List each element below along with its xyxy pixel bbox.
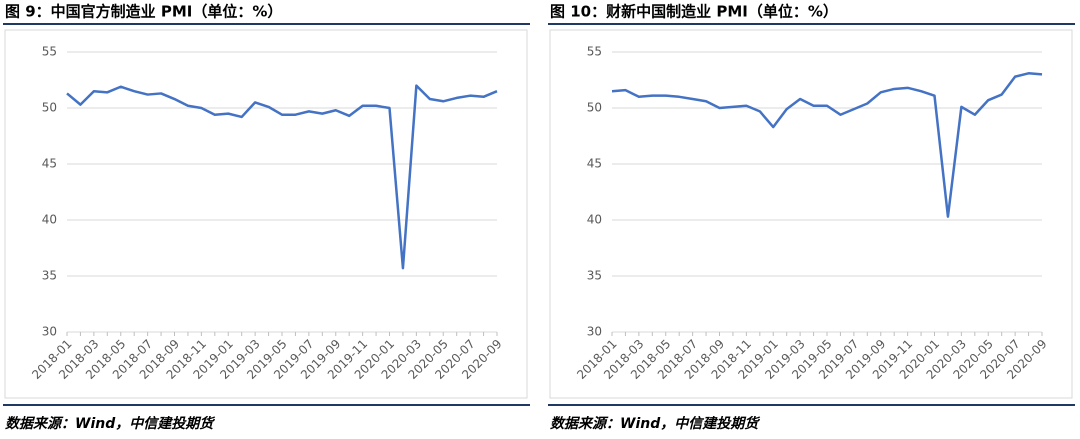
y-tick-label: 45 [42, 157, 57, 171]
y-tick-label: 40 [42, 213, 57, 227]
source: 数据来源：Wind，中信建投期货 [5, 415, 215, 432]
y-tick-label: 55 [587, 45, 602, 59]
chart-frame [549, 29, 1073, 399]
y-tick-label: 50 [42, 101, 57, 115]
y-tick-label: 50 [587, 101, 602, 115]
source: 数据来源：Wind，中信建投期货 [550, 415, 760, 432]
chart-frame [4, 29, 528, 399]
y-tick-label: 35 [42, 269, 57, 283]
y-tick-label: 55 [42, 45, 57, 59]
chart-title: 图 9：中国官方制造业 PMI（单位：%） [5, 3, 282, 21]
y-tick-label: 40 [587, 213, 602, 227]
line-series [66, 84, 498, 270]
line-series [611, 72, 1043, 218]
y-tick-label: 30 [42, 325, 57, 339]
y-tick-label: 35 [587, 269, 602, 283]
chart-title: 图 10：财新中国制造业 PMI（单位：%） [550, 3, 838, 21]
y-tick-label: 30 [587, 325, 602, 339]
y-tick-label: 45 [587, 157, 602, 171]
